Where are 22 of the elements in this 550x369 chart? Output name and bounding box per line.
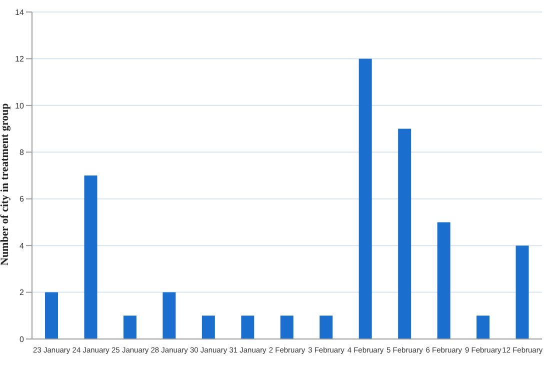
y-tick-label: 10 bbox=[15, 101, 25, 110]
bar bbox=[398, 128, 412, 339]
y-tick-label: 14 bbox=[15, 8, 25, 17]
bar bbox=[358, 58, 372, 339]
bar bbox=[320, 316, 333, 339]
bar bbox=[162, 292, 176, 339]
y-tick-label: 2 bbox=[20, 288, 25, 298]
y-axis-title: Number of city in treatment group bbox=[0, 103, 11, 266]
y-tick-label: 0 bbox=[20, 334, 25, 344]
bar bbox=[45, 292, 58, 339]
bar bbox=[476, 316, 490, 339]
bar bbox=[241, 316, 254, 339]
bar bbox=[516, 246, 529, 339]
y-tick-label: 6 bbox=[20, 194, 25, 204]
bar bbox=[437, 222, 450, 339]
y-tick-label: 4 bbox=[20, 241, 25, 250]
bar bbox=[84, 176, 98, 339]
y-tick-label: 8 bbox=[20, 148, 25, 157]
y-tick-label: 12 bbox=[15, 54, 25, 64]
bar bbox=[123, 316, 136, 339]
bar bbox=[202, 316, 215, 339]
bar bbox=[280, 316, 294, 339]
